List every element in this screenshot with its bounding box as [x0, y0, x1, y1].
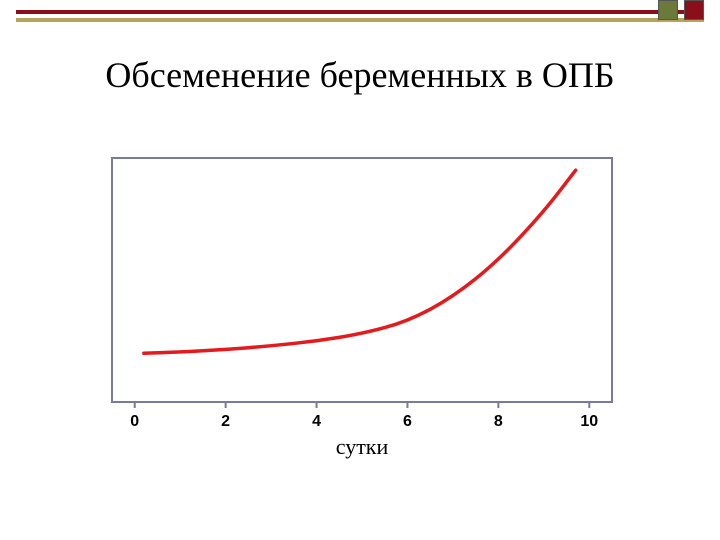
- svg-text:2: 2: [221, 413, 230, 430]
- slide-title: Обсеменение беременных в ОПБ: [0, 54, 720, 96]
- corner-box-1: [658, 0, 678, 20]
- stripe-2: [16, 18, 704, 22]
- svg-text:4: 4: [312, 413, 321, 430]
- svg-text:сутки: сутки: [336, 434, 389, 459]
- svg-text:6: 6: [403, 413, 412, 430]
- corner-boxes: [656, 0, 704, 20]
- svg-text:0: 0: [130, 413, 139, 430]
- svg-text:10: 10: [580, 413, 598, 430]
- corner-box-2: [684, 0, 704, 20]
- chart-container: 0 2 4 6 8 10 сутки: [90, 148, 630, 468]
- stripe-1: [16, 10, 704, 14]
- chart-svg: 0 2 4 6 8 10 сутки: [90, 148, 630, 468]
- decoration-bar: [0, 0, 720, 28]
- svg-text:8: 8: [494, 413, 503, 430]
